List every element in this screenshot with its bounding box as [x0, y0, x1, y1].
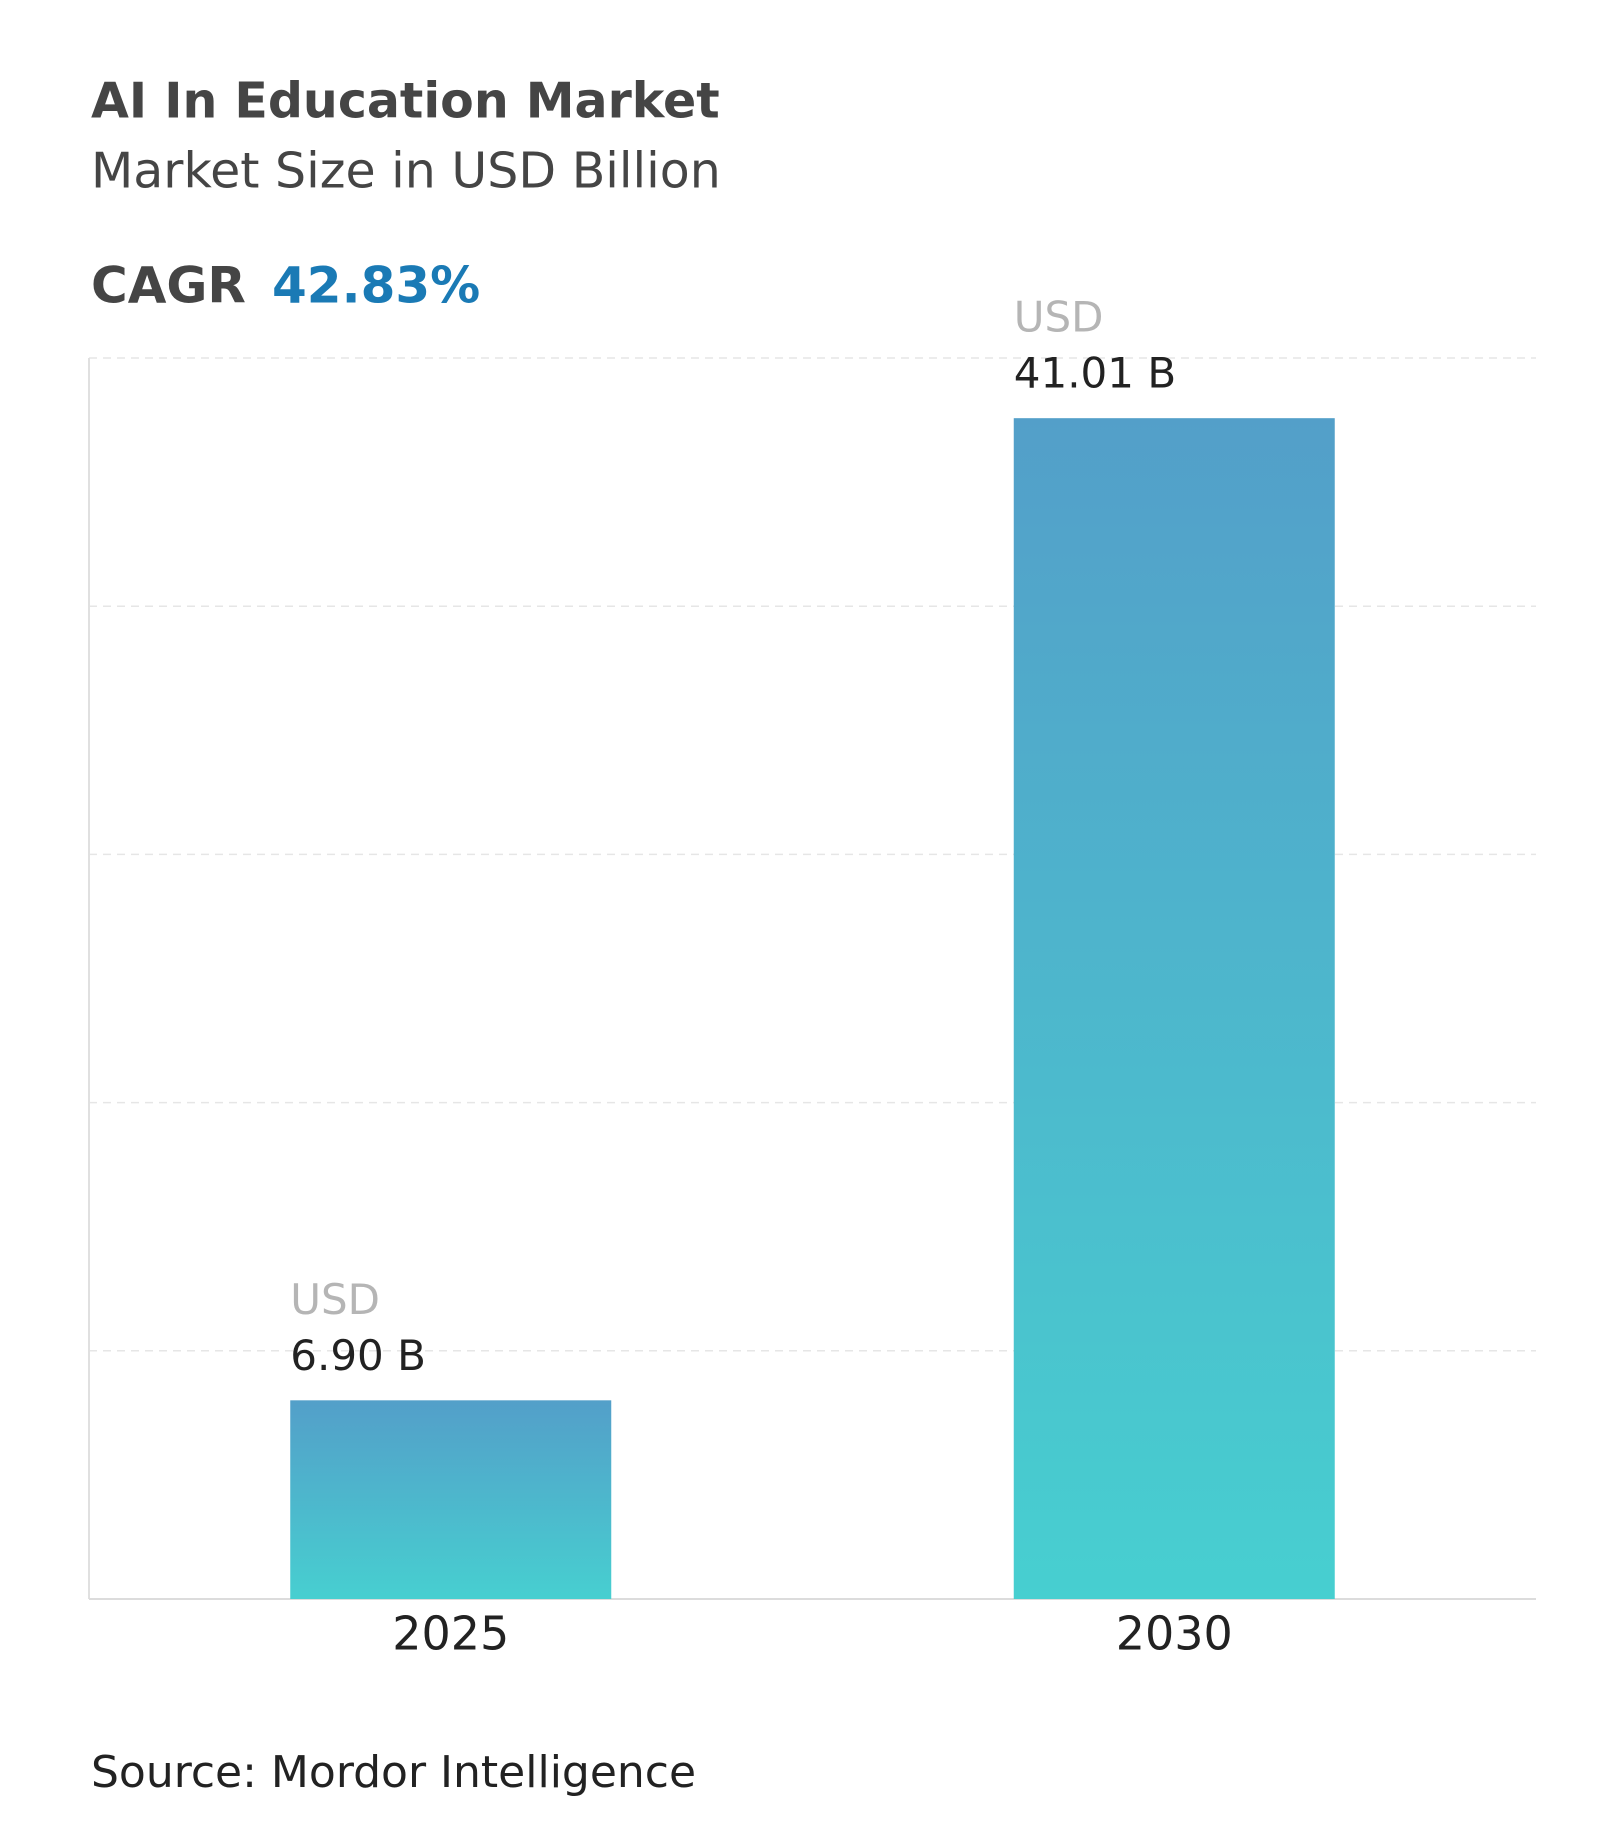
cagr-value: 42.83%	[272, 257, 480, 315]
x-tick-label: 2030	[1116, 1607, 1233, 1661]
value-label: 41.01 B	[1014, 349, 1176, 398]
cagr-label: CAGR	[91, 257, 246, 315]
source: Source: Mordor Intelligence	[91, 1747, 696, 1798]
chart-title: AI In Education Market	[91, 73, 720, 130]
chart-subtitle: Market Size in USD Billion	[91, 143, 721, 200]
value-prefix: USD	[1014, 293, 1104, 342]
bar	[1013, 418, 1335, 1599]
value-label: 6.90 B	[290, 1331, 426, 1380]
x-tick-label: 2025	[392, 1607, 509, 1661]
bar	[290, 1400, 612, 1599]
value-prefix: USD	[290, 1275, 380, 1324]
